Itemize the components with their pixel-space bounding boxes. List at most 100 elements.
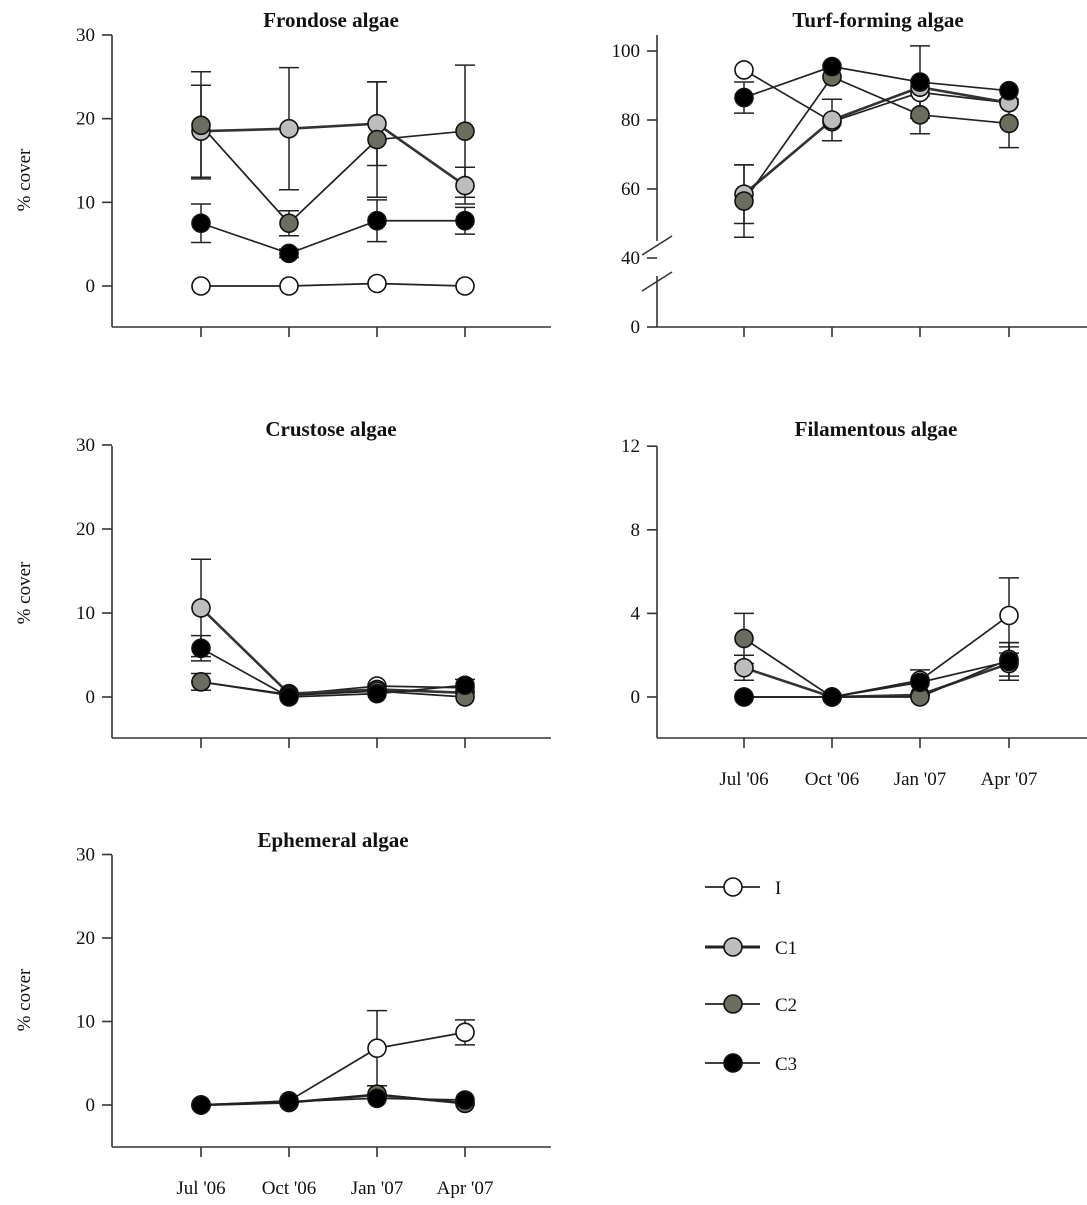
series-line-c3 <box>200 219 465 255</box>
y-tick-label: 100 <box>612 41 641 62</box>
chart-panel-filamentous-algae: Filamentous algae 0 4 8 12 Jul '06 Oct '06 Jan … <box>621 417 1087 790</box>
x-tick-label: Oct '06 <box>805 769 860 790</box>
data-point-c1 <box>822 110 842 130</box>
panel-title: Crustose algae <box>265 417 396 441</box>
series-group <box>734 45 1019 239</box>
data-point-c2 <box>734 628 754 649</box>
data-point-c2 <box>367 129 387 150</box>
legend-marker <box>723 994 743 1014</box>
data-point-i <box>191 276 211 296</box>
y-tick-label: 30 <box>76 435 95 456</box>
data-point-c3 <box>367 210 387 231</box>
y-tick-label: 0 <box>631 687 641 708</box>
series-line-c2 <box>743 637 1010 698</box>
y-tick-label: 0 <box>86 687 96 708</box>
y-tick-label: 60 <box>621 179 640 200</box>
series-line-c3 <box>743 65 1010 99</box>
y-axis-label: % cover <box>14 968 35 1031</box>
y-tick-label: 20 <box>76 109 95 130</box>
series-line-c1 <box>743 662 1010 699</box>
x-tick-label: Jan '07 <box>351 1178 404 1199</box>
data-point-c3 <box>999 651 1019 672</box>
data-point-c3 <box>910 672 930 693</box>
panel-title: Ephemeral algae <box>257 828 408 852</box>
series-line-c3 <box>744 660 1010 698</box>
data-point-c3 <box>191 1095 211 1115</box>
series-line-c1 <box>200 607 466 695</box>
series-line-c1 <box>743 85 1010 196</box>
y-tick-label: 30 <box>76 845 95 866</box>
data-point-c3 <box>191 213 211 234</box>
data-point-c3 <box>455 210 475 231</box>
chart-panel-turf-forming-algae: Turf-forming algae 0 40 60 80 100 <box>612 8 1087 338</box>
data-point-c1 <box>734 657 754 678</box>
data-point-c3 <box>279 687 299 707</box>
data-point-c2 <box>279 213 299 234</box>
data-point-c2 <box>191 672 211 692</box>
y-tick-label: 4 <box>631 603 641 624</box>
y-tick-label: 80 <box>621 110 640 131</box>
chart-panel-ephemeral-algae: Ephemeral algae % cover 0 10 20 30 Jul '06 Oct … <box>14 828 551 1199</box>
data-point-c3 <box>455 675 475 696</box>
panel-title: Filamentous algae <box>795 417 958 441</box>
x-tick-label: Apr '07 <box>437 1178 494 1199</box>
series-group <box>191 558 475 707</box>
data-point-c3 <box>822 56 842 77</box>
panel-title: Turf-forming algae <box>792 8 963 32</box>
series-line-c1 <box>200 122 466 187</box>
y-tick-label: 0 <box>86 1095 96 1116</box>
data-point-c3 <box>191 638 211 659</box>
legend-item-i: I <box>705 877 781 899</box>
y-tick-label: 10 <box>76 192 95 213</box>
series-line-i <box>743 69 1010 123</box>
data-point-i <box>367 1038 387 1059</box>
data-point-i <box>455 1022 475 1043</box>
legend-item-c3: C3 <box>705 1053 797 1075</box>
chart-panel-frondose-algae: Frondose algae % cover 0 10 20 30 <box>14 8 551 337</box>
legend-label: C3 <box>775 1054 797 1075</box>
y-tick-label: 10 <box>76 1012 95 1033</box>
series-group <box>734 577 1019 707</box>
data-point-c2 <box>999 113 1019 134</box>
x-tick-label: Jul '06 <box>176 1178 225 1199</box>
data-point-c2 <box>191 115 211 136</box>
data-point-c1 <box>455 175 475 196</box>
y-tick-label: 30 <box>76 25 95 46</box>
series-line-c3 <box>200 647 466 698</box>
legend-marker <box>723 937 743 957</box>
y-tick-label: 20 <box>76 928 95 949</box>
legend-item-c2: C2 <box>705 994 797 1016</box>
data-point-c2 <box>455 121 475 142</box>
legend-label: C1 <box>775 938 797 959</box>
legend-marker <box>723 877 743 897</box>
y-axis-label: % cover <box>14 148 35 211</box>
y-tick-label: 0 <box>86 276 96 297</box>
data-point-c3 <box>455 1090 475 1110</box>
x-tick-label: Oct '06 <box>262 1178 317 1199</box>
data-point-i <box>367 273 387 294</box>
axis-break-mark <box>641 271 673 292</box>
chart-panel-crustose-algae: Crustose algae % cover 0 10 20 30 <box>14 417 551 748</box>
series-line-c3 <box>200 1097 466 1106</box>
x-tick-label: Jul '06 <box>719 769 768 790</box>
data-point-c3 <box>734 687 754 707</box>
legend-marker <box>723 1053 743 1073</box>
data-point-i <box>455 276 475 296</box>
data-point-c1 <box>279 118 299 139</box>
series-line-c2 <box>200 124 466 225</box>
data-point-c3 <box>367 683 387 704</box>
data-point-c3 <box>999 80 1019 101</box>
y-tick-label: 8 <box>631 520 641 541</box>
axis-break-mark <box>641 235 673 256</box>
y-tick-label: 10 <box>76 603 95 624</box>
data-point-c3 <box>279 1091 299 1112</box>
series-line-i <box>201 282 466 287</box>
legend-label: I <box>775 878 781 899</box>
legend: I C1 C2 C3 <box>705 877 797 1075</box>
series-group <box>191 1009 475 1115</box>
data-point-c2 <box>734 191 754 211</box>
y-axis-label: % cover <box>14 561 35 624</box>
data-point-i <box>999 605 1019 626</box>
series-line-c2 <box>200 681 466 698</box>
